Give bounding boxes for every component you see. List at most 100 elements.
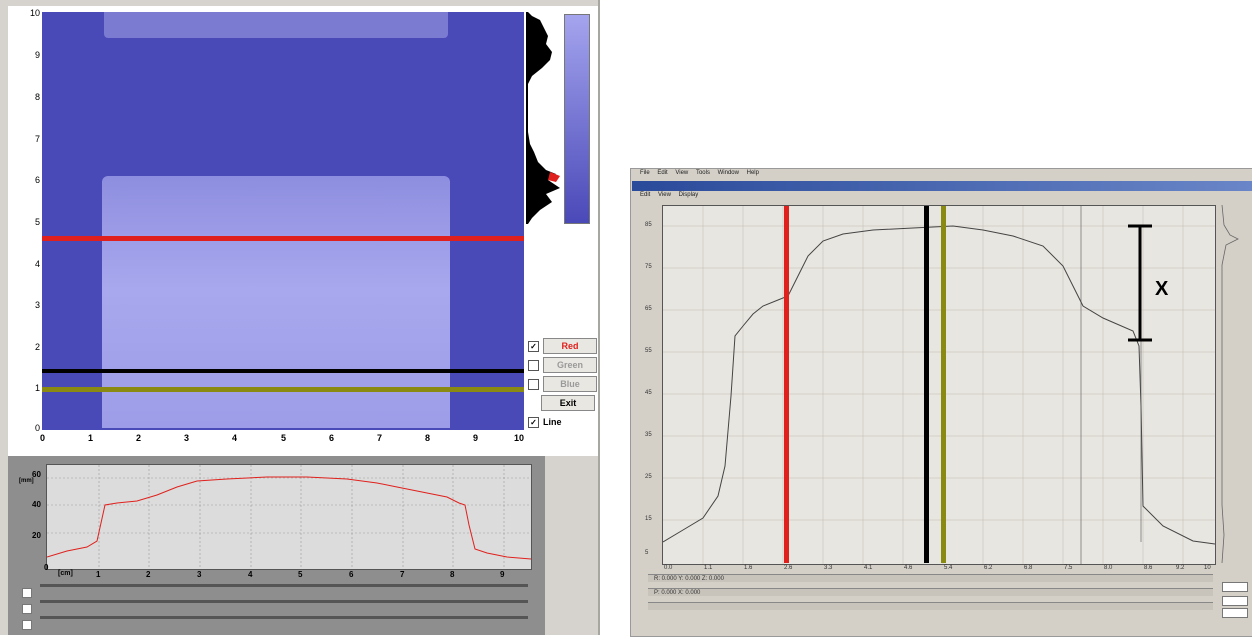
value-field-2[interactable] xyxy=(1222,596,1248,606)
profile-y-tick: 40 xyxy=(32,500,41,509)
graph-x-tick: 6.8 xyxy=(1024,565,1033,571)
option-checkbox-3[interactable] xyxy=(22,620,32,630)
menu-edit[interactable]: Edit xyxy=(657,170,668,176)
olive-profile-line[interactable] xyxy=(42,387,524,392)
red-marker-line[interactable] xyxy=(784,206,789,563)
y-tick: 4 xyxy=(34,259,40,269)
side-profile xyxy=(1221,205,1239,563)
y-tick: 10 xyxy=(29,8,40,18)
x-tick: 5 xyxy=(281,433,287,443)
x-measurement-label: X xyxy=(1155,278,1169,300)
graph-x-tick: 3.3 xyxy=(824,565,833,571)
sub-menu-edit[interactable]: Edit xyxy=(640,192,651,198)
profile-x-tick: 7 xyxy=(400,570,405,579)
x-tick: 7 xyxy=(377,433,383,443)
profile-curve xyxy=(47,465,531,569)
profile-x-tick: 8 xyxy=(450,570,455,579)
graph-y-tick: 55 xyxy=(645,348,652,354)
graph-y-tick: 65 xyxy=(645,306,652,312)
menu-help[interactable]: Help xyxy=(746,170,759,176)
line-label: Line xyxy=(543,417,562,427)
green-label: Green xyxy=(543,357,597,373)
option-checkbox-2[interactable] xyxy=(22,604,32,614)
green-channel-button[interactable]: Green xyxy=(528,357,597,373)
line-checkbox[interactable]: ✓ xyxy=(528,416,539,428)
intensity-histogram xyxy=(526,12,562,224)
graph-x-tick: 10 xyxy=(1204,565,1211,571)
graph-y-tick: 5 xyxy=(645,550,649,556)
menu-view[interactable]: View xyxy=(675,170,689,176)
x-tick: 0 xyxy=(40,433,46,443)
sub-menu-view[interactable]: View xyxy=(658,192,671,198)
x-tick: 8 xyxy=(425,433,431,443)
red-label: Red xyxy=(543,338,597,354)
status-row-1: R: 0.000 Y: 0.000 Z: 0.000 xyxy=(648,574,1213,582)
color-scale-bar xyxy=(564,14,590,224)
graph-x-tick: 5.4 xyxy=(944,565,953,571)
profile-x-unit: [cm] xyxy=(58,570,73,577)
profile-graph xyxy=(662,205,1216,565)
profile-slider-2[interactable] xyxy=(40,600,528,603)
red-channel-button[interactable]: ✓ Red xyxy=(528,338,597,354)
profile-x-tick: 6 xyxy=(349,570,354,579)
exit-button[interactable]: Exit xyxy=(541,395,595,411)
profile-y-tick: 60 xyxy=(32,470,41,479)
menu-tools[interactable]: Tools xyxy=(695,170,710,176)
profile-y-tick: 20 xyxy=(32,531,41,540)
profile-x-tick: 1 xyxy=(96,570,101,579)
y-tick: 6 xyxy=(34,175,40,185)
value-field-1[interactable] xyxy=(1222,582,1248,592)
x-tick: 2 xyxy=(136,433,142,443)
x-tick: 10 xyxy=(514,433,525,443)
graph-x-tick: 7.5 xyxy=(1064,565,1073,571)
option-checkbox-1[interactable] xyxy=(22,588,32,598)
graph-x-tick: 8.6 xyxy=(1144,565,1153,571)
line-toggle[interactable]: ✓ Line xyxy=(528,414,583,430)
profile-x-tick: 2 xyxy=(146,570,151,579)
scan-upper-block xyxy=(104,12,448,38)
profile-y-unit: [mm] xyxy=(19,478,34,484)
blue-checkbox[interactable] xyxy=(528,378,539,390)
graph-y-tick: 15 xyxy=(645,516,652,522)
graph-y-tick: 35 xyxy=(645,432,652,438)
red-checkbox[interactable]: ✓ xyxy=(528,340,539,352)
profile-slider-3[interactable] xyxy=(40,616,528,619)
x-tick: 6 xyxy=(329,433,335,443)
y-tick: 1 xyxy=(34,383,40,393)
window-title-bar[interactable] xyxy=(632,181,1252,191)
y-tick: 5 xyxy=(34,217,40,227)
graph-x-tick: 2.6 xyxy=(784,565,793,571)
sub-menu-display[interactable]: Display xyxy=(678,192,699,198)
red-profile-line[interactable] xyxy=(42,236,524,241)
graph-x-tick: 8.0 xyxy=(1104,565,1113,571)
status-row-2: P: 0.000 X: 0.000 xyxy=(648,588,1213,596)
olive-marker-line[interactable] xyxy=(941,206,946,563)
black-profile-line[interactable] xyxy=(42,369,524,373)
profile-slider-1[interactable] xyxy=(40,584,528,587)
green-checkbox[interactable] xyxy=(528,359,539,371)
menu-window[interactable]: Window xyxy=(717,170,739,176)
graph-x-tick: 4.1 xyxy=(864,565,873,571)
profile-y-tick: 0 xyxy=(44,563,49,572)
graph-x-tick: 9.2 xyxy=(1176,565,1185,571)
graph-y-tick: 75 xyxy=(645,264,652,270)
profile-x-tick: 3 xyxy=(197,570,202,579)
x-tick: 1 xyxy=(88,433,94,443)
blue-channel-button[interactable]: Blue xyxy=(528,376,597,392)
value-field-3[interactable] xyxy=(1222,608,1248,618)
graph-x-tick: 1.6 xyxy=(744,565,753,571)
y-tick: 0 xyxy=(34,423,40,433)
black-marker-line[interactable] xyxy=(924,206,929,563)
x-measurement-marker xyxy=(1128,224,1152,342)
menu-bar: File Edit View Tools Window Help xyxy=(632,170,1252,180)
y-tick: 3 xyxy=(34,300,40,310)
y-tick: 7 xyxy=(34,134,40,144)
graph-x-tick: 0.0 xyxy=(664,565,673,571)
profile-plot xyxy=(46,464,532,570)
y-tick: 2 xyxy=(34,342,40,352)
x-tick: 4 xyxy=(232,433,238,443)
menu-file[interactable]: File xyxy=(640,170,650,176)
y-tick: 8 xyxy=(34,92,40,102)
blue-label: Blue xyxy=(543,376,597,392)
scan-image[interactable] xyxy=(42,12,524,430)
